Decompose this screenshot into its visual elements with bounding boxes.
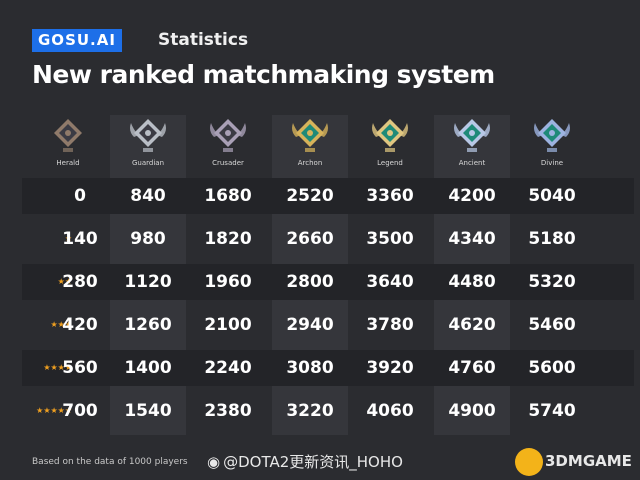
rank-header-ancient: Ancient [431,115,513,175]
footnote: Based on the data of 1000 players [32,457,188,467]
mmr-value: 3360 [366,186,414,206]
brand-badge: GOSU.AI [32,29,122,52]
herald-medal-icon [54,119,82,152]
mmr-value: 280 [62,272,98,292]
rank-header-archon: Archon [269,115,351,175]
mmr-value: 3220 [286,401,334,421]
divine-medal-icon [534,119,570,152]
3dm-logo-text: 3DMGAME [545,452,632,470]
mmr-value: 2660 [286,229,334,249]
rank-header-crusader: Crusader [187,115,269,175]
mmr-value: 4760 [448,358,496,378]
star-rating: ★★★★ [43,363,72,372]
rank-header-herald: Herald [27,115,109,175]
star-rating: ★★★★★ [36,406,72,415]
rank-header-row: Herald Guardian Crusader Archon Legend [22,115,634,175]
star-rating: ★★ [57,277,72,286]
mmr-value: 2240 [204,358,252,378]
mmr-value: 2800 [286,272,334,292]
mmr-value: 1120 [124,272,172,292]
star-rating: ★★★ [50,320,72,329]
star-rating: ★ [64,234,72,243]
mmr-value: 1820 [204,229,252,249]
page-title: New ranked matchmaking system [32,60,495,89]
mmr-value: 4620 [448,315,496,335]
mmr-value: 4480 [448,272,496,292]
mmr-value: 2380 [204,401,252,421]
table-row: ★★★★★ 700 1540 2380 3220 4060 4900 5740 [22,393,634,429]
mmr-value: 1540 [124,401,172,421]
mmr-value: 5040 [528,186,576,206]
mmr-value: 980 [130,229,166,249]
table-row: ★★★★ 560 1400 2240 3080 3920 4760 5600 [22,350,634,386]
rank-header-legend: Legend [349,115,431,175]
mmr-value: 3500 [366,229,414,249]
mmr-value: 4900 [448,401,496,421]
weibo-icon: ◉ [207,453,221,471]
mmr-value: 2100 [204,315,252,335]
ancient-medal-icon [454,119,490,152]
mmr-value: 2940 [286,315,334,335]
3dm-mascot-icon [515,448,543,476]
mmr-value: 1260 [124,315,172,335]
mmr-value: 5600 [528,358,576,378]
mmr-value: 1400 [124,358,172,378]
mmr-value: 700 [62,401,98,421]
weibo-credit: ◉ @DOTA2更新资讯_HOHO [207,451,403,472]
mmr-value: 4340 [448,229,496,249]
legend-medal-icon [372,119,408,152]
mmr-value: 1680 [204,186,252,206]
table-row: ★★ 280 1120 1960 2800 3640 4480 5320 [22,264,634,300]
section-label: Statistics [158,30,249,50]
rank-name: Legend [377,159,403,167]
mmr-value: 4060 [366,401,414,421]
mmr-value: 3920 [366,358,414,378]
mmr-value: 140 [62,229,98,249]
rank-header-guardian: Guardian [107,115,189,175]
mmr-value: 5320 [528,272,576,292]
mmr-value: 3780 [366,315,414,335]
archon-medal-icon [292,119,328,152]
rank-name: Divine [540,159,564,167]
rank-name: Herald [56,159,80,167]
mmr-value: 840 [130,186,166,206]
rank-header-divine: Divine [511,115,593,175]
rank-name: Crusader [212,159,244,167]
mmr-value: 1960 [204,272,252,292]
guardian-medal-icon [130,119,166,152]
table-row: 0 840 1680 2520 3360 4200 5040 [22,178,634,214]
mmr-value: 2520 [286,186,334,206]
mmr-value: 420 [62,315,98,335]
mmr-value: 5460 [528,315,576,335]
mmr-value: 3640 [366,272,414,292]
table-row: ★ 140 980 1820 2660 3500 4340 5180 [22,221,634,257]
table-row: ★★★ 420 1260 2100 2940 3780 4620 5460 [22,307,634,343]
rank-name: Ancient [458,159,486,167]
mmr-value: 5740 [528,401,576,421]
3dm-logo: 3DMGAME [515,448,639,476]
rank-name: Archon [297,159,323,167]
crusader-medal-icon [210,119,246,152]
mmr-value: 5180 [528,229,576,249]
rank-name: Guardian [131,159,165,167]
mmr-value: 0 [74,186,86,206]
mmr-value: 3080 [286,358,334,378]
weibo-handle: @DOTA2更新资讯_HOHO [223,453,403,471]
mmr-value: 4200 [448,186,496,206]
mmr-value: 560 [62,358,98,378]
